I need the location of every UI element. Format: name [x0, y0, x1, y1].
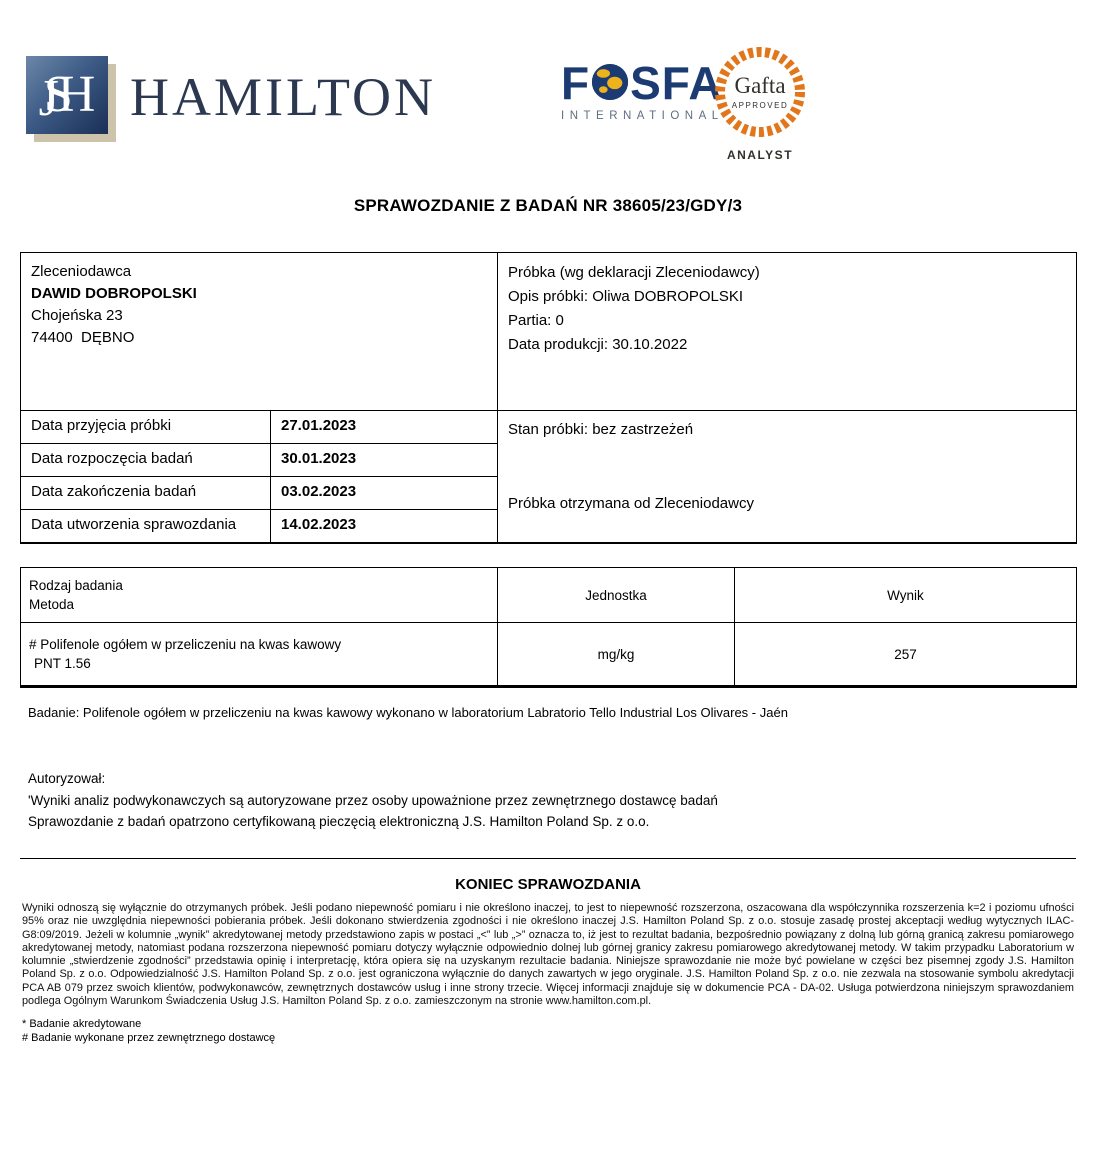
sample-title: Próbka (wg deklaracji Zleceniodawcy)	[508, 264, 760, 281]
date-test-end-value: 03.02.2023	[270, 476, 498, 510]
authorization-line1: 'Wyniki analiz podwykonawczych są autory…	[28, 792, 718, 808]
results-header-test-line2: Metoda	[29, 597, 75, 612]
result-test-cell: # Polifenole ogółem w przeliczeniu na kw…	[20, 622, 498, 687]
result-unit: mg/kg	[497, 622, 735, 687]
client-sample-table: Zleceniodawca DAWID DOBROPOLSKI Chojeńsk…	[20, 252, 1077, 544]
date-received-value: 27.01.2023	[270, 410, 498, 444]
results-header-unit: Jednostka	[497, 567, 735, 623]
authorization-line2: Sprawozdanie z badań opatrzono certyfiko…	[28, 814, 650, 829]
fosfa-logo: F SFA INTERNATIONAL	[561, 57, 724, 122]
fosfa-letters-sfa: SFA	[630, 57, 723, 109]
wheat-wreath-icon	[715, 47, 805, 137]
end-of-report-title: KONIEC SPRAWOZDANIA	[455, 876, 641, 893]
sample-production-date: Data produkcji: 30.10.2022	[508, 336, 688, 353]
sample-state-cell: Stan próbki: bez zastrzeżeń Próbka otrzy…	[497, 410, 1077, 543]
globe-icon	[591, 62, 629, 108]
result-value: 257	[734, 622, 1077, 687]
date-test-start-value: 30.01.2023	[270, 443, 498, 477]
gafta-badge-text: Gafta APPROVED	[712, 44, 808, 140]
legal-disclaimer: Wyniki odnoszą się wyłącznie do otrzyman…	[22, 902, 1074, 1008]
results-header-test: Rodzaj badania Metoda	[20, 567, 498, 623]
gafta-wreath-badge: Gafta APPROVED	[712, 44, 808, 140]
sample-batch: Partia: 0	[508, 312, 564, 329]
client-address-line1: Chojeńska 23	[31, 307, 123, 324]
jsh-letter-h: H	[57, 66, 96, 123]
table-row: # Polifenole ogółem w przeliczeniu na kw…	[20, 622, 1077, 687]
date-report-created-value: 14.02.2023	[270, 509, 498, 543]
footnotes: * Badanie akredytowane # Badanie wykonan…	[22, 1018, 275, 1045]
date-test-start-label: Data rozpoczęcia badań	[20, 443, 271, 477]
results-header-test-line1: Rodzaj badania	[29, 578, 123, 593]
footnote-external-provider: # Badanie wykonane przez zewnętrznego do…	[22, 1031, 276, 1044]
results-header-result: Wynik	[734, 567, 1077, 623]
date-received-label: Data przyjęcia próbki	[20, 410, 271, 444]
fosfa-wordmark: F SFA	[561, 57, 722, 109]
client-name: DAWID DOBROPOLSKI	[31, 285, 197, 302]
authorization-block: Autoryzował: 'Wyniki analiz podwykonawcz…	[28, 768, 718, 833]
result-test-method: PNT 1.56	[34, 656, 91, 671]
sample-state: Stan próbki: bez zastrzeżeń	[508, 421, 694, 438]
client-address-line2: 74400 DĘBNO	[31, 329, 135, 346]
gafta-analyst-label: ANALYST	[726, 148, 794, 162]
footnote-accredited: * Badanie akredytowane	[22, 1018, 142, 1030]
results-table: Rodzaj badania Metoda Jednostka Wynik # …	[20, 567, 1077, 688]
date-report-created-label: Data utworzenia sprawozdania	[20, 509, 271, 543]
page-title: SPRAWOZDANIE Z BADAŃ NR 38605/23/GDY/3	[353, 196, 743, 215]
gafta-name: Gafta	[734, 73, 786, 98]
jsh-letter-j: J	[38, 70, 59, 127]
sample-origin: Próbka otrzymana od Zleceniodawcy	[508, 495, 754, 512]
jsh-letter-s: S	[43, 66, 73, 123]
sample-cell: Próbka (wg deklaracji Zleceniodawcy) Opi…	[497, 252, 1077, 411]
hamilton-wordmark: HAMILTON	[130, 67, 437, 127]
gafta-approved-logo: Gafta APPROVED ANALYST	[710, 44, 810, 162]
subcontract-note: Badanie: Polifenole ogółem w przeliczeni…	[28, 705, 788, 720]
fosfa-subtitle: INTERNATIONAL	[561, 110, 724, 122]
sample-description: Opis próbki: Oliwa DOBROPOLSKI	[508, 288, 744, 305]
client-label: Zleceniodawca	[31, 263, 132, 280]
client-cell: Zleceniodawca DAWID DOBROPOLSKI Chojeńsk…	[20, 252, 498, 411]
authorization-label: Autoryzował:	[28, 771, 106, 786]
result-test-name: # Polifenole ogółem w przeliczeniu na kw…	[29, 637, 342, 652]
footer-divider	[20, 858, 1076, 859]
fosfa-letter-f: F	[561, 57, 591, 109]
gafta-approved-label: APPROVED	[731, 101, 789, 110]
date-test-end-label: Data zakończenia badań	[20, 476, 271, 510]
